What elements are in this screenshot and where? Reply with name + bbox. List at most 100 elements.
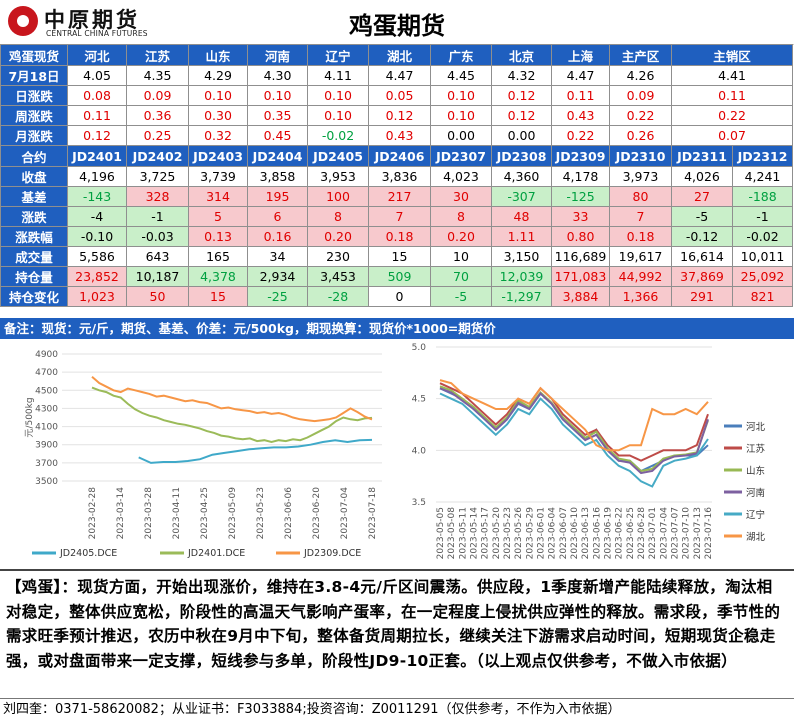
spot-cell: 0.32 (188, 125, 248, 146)
x-tick-label: 2023-05-26 (514, 507, 524, 560)
futures-cell: 1,023 (67, 286, 127, 307)
spot-cell: 0.11 (67, 105, 127, 126)
spot-cell: 4.47 (368, 65, 431, 86)
x-tick-label: 2023-07-18 (368, 487, 378, 540)
x-tick-label: 2023-05-23 (503, 507, 513, 559)
contract-header: JD2312 (732, 145, 793, 167)
y-tick-label: 4300 (35, 404, 58, 414)
spot-cell: 4.35 (126, 65, 189, 86)
futures-cell: 19,617 (609, 246, 672, 267)
futures-cell: 3,453 (307, 266, 369, 287)
spot-cell: 0.26 (609, 125, 672, 146)
contract-header-row: 合约 JD2401 JD2402 JD2403 JD2404 JD2405 JD2406 JD… (0, 145, 793, 167)
region-header: 河北 (67, 44, 127, 66)
row-label: 基差 (0, 186, 68, 207)
spot-cell: 4.05 (67, 65, 127, 86)
spot-cell: 0.10 (430, 85, 492, 106)
row-label: 持仓变化 (0, 286, 68, 307)
spot-row: 周涨跌 0.11 0.36 0.30 0.35 0.10 0.12 0.10 0.12 0.43 0… (0, 105, 793, 126)
row-label: 涨跌 (0, 206, 68, 227)
table-note: 备注：现货：元/斤，期货、基差、价差：元/500kg，期现换算：现货价*1000… (0, 318, 794, 339)
spot-cell: 4.32 (491, 65, 552, 86)
x-tick-label: 2023-07-04 (659, 507, 669, 560)
futures-cell: 48 (491, 206, 552, 227)
legend-label: 湖北 (746, 532, 766, 543)
futures-cell: -1 (732, 206, 793, 227)
futures-cell: -188 (732, 186, 793, 207)
futures-cell: 0.20 (307, 226, 369, 247)
futures-cell: 4,360 (491, 166, 552, 187)
futures-cell: 4,378 (188, 266, 248, 287)
futures-cell: 5 (188, 206, 248, 227)
futures-cell: 4,023 (430, 166, 492, 187)
row-label: 涨跌幅 (0, 226, 68, 247)
row-label: 月涨跌 (0, 125, 68, 146)
spot-cell: 0.30 (188, 105, 248, 126)
series-line (439, 387, 709, 475)
futures-cell: 70 (430, 266, 492, 287)
x-tick-label: 2023-07-16 (704, 507, 714, 560)
contract-header: JD2307 (430, 145, 492, 167)
spot-cell: 4.30 (247, 65, 308, 86)
x-tick-label: 2023-06-06 (284, 487, 294, 540)
x-tick-label: 2023-05-08 (447, 507, 457, 560)
region-header: 河南 (247, 44, 308, 66)
row-label: 持仓量 (0, 266, 68, 287)
futures-cell: 23,852 (67, 266, 127, 287)
futures-cell: 0.18 (609, 226, 672, 247)
x-tick-label: 2023-06-01 (537, 507, 547, 559)
series-line (439, 385, 709, 473)
futures-cell: 6 (247, 206, 308, 227)
x-tick-label: 2023-04-11 (172, 487, 182, 539)
spot-cell: 4.41 (671, 65, 793, 86)
series-line (439, 392, 709, 488)
contract-header: JD2310 (609, 145, 672, 167)
futures-cell: 217 (368, 186, 431, 207)
futures-cell: 116,689 (551, 246, 610, 267)
futures-cell: 0.80 (551, 226, 610, 247)
x-tick-label: 2023-04-25 (200, 487, 210, 539)
futures-cell: 0.18 (368, 226, 431, 247)
spot-cell: 0.00 (491, 125, 552, 146)
futures-cell: 30 (430, 186, 492, 207)
contract-header: JD2405 (307, 145, 369, 167)
x-tick-label: 2023-07-01 (648, 507, 658, 559)
contract-header-label: 合约 (0, 145, 68, 167)
row-label: 日涨跌 (0, 85, 68, 106)
row-label: 成交量 (0, 246, 68, 267)
legend-label: 河北 (746, 421, 766, 433)
contract-header: JD2401 (67, 145, 127, 167)
spot-cell: 4.26 (609, 65, 672, 86)
spot-row: 日涨跌 0.08 0.09 0.10 0.10 0.10 0.05 0.10 0.12 0.11 0… (0, 85, 793, 106)
spot-cell: 0.22 (551, 125, 610, 146)
spot-cell: -0.02 (307, 125, 369, 146)
spot-cell: 0.36 (126, 105, 189, 126)
spot-cell: 4.47 (551, 65, 610, 86)
futures-cell: -0.02 (732, 226, 793, 247)
futures-cell: 10,011 (732, 246, 793, 267)
contract-header: JD2402 (126, 145, 189, 167)
x-tick-label: 2023-02-28 (88, 487, 98, 540)
spot-cell: 0.43 (368, 125, 431, 146)
spot-cell: 0.12 (491, 85, 552, 106)
x-tick-label: 2023-06-28 (637, 507, 647, 560)
futures-row: 持仓变化 1,023 50 15 -25 -28 0 -5 -1,297 3,884 1,366 29… (0, 286, 793, 307)
x-tick-label: 2023-07-07 (671, 507, 681, 559)
spot-cell: 4.45 (430, 65, 492, 86)
futures-cell: 3,973 (609, 166, 672, 187)
y-tick-label: 4.0 (412, 446, 427, 456)
futures-cell: 33 (551, 206, 610, 227)
futures-cell: 7 (609, 206, 672, 227)
region-header: 主销区 (671, 44, 793, 66)
futures-cell: -25 (247, 286, 308, 307)
spot-cell: 0.10 (430, 105, 492, 126)
x-tick-label: 2023-05-09 (228, 487, 238, 540)
y-tick-label: 3500 (35, 477, 58, 487)
futures-cell: 3,725 (126, 166, 189, 187)
region-header: 山东 (188, 44, 248, 66)
spot-cell: 4.11 (307, 65, 369, 86)
futures-cell: 15 (188, 286, 248, 307)
spot-cell: 0.22 (671, 105, 793, 126)
legend-label: JD2401.DCE (187, 548, 245, 559)
